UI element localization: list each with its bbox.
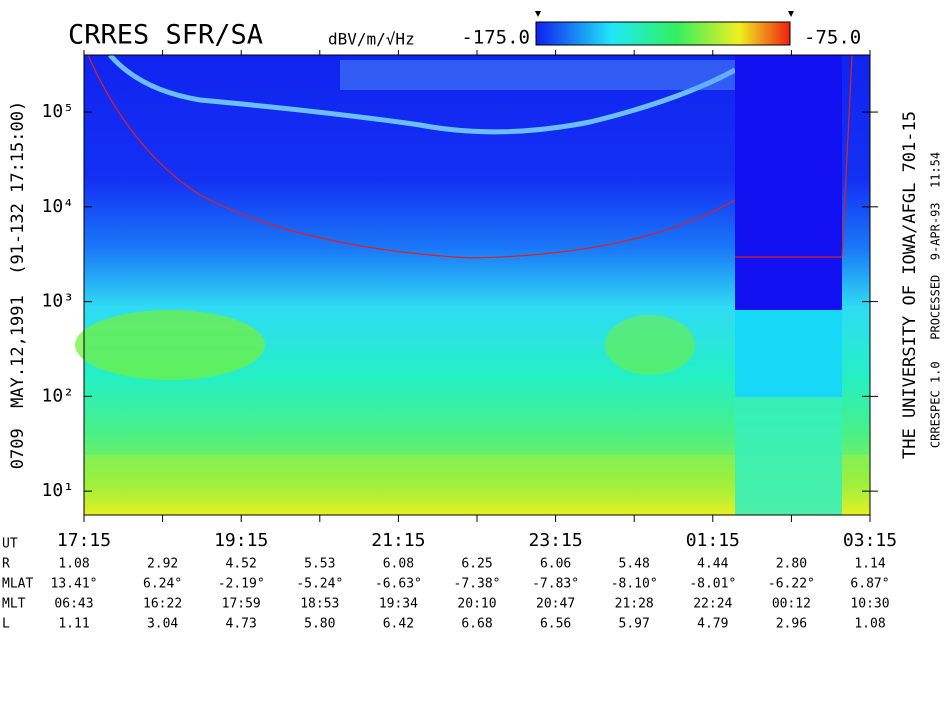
x-tick-label: 19:15	[214, 530, 268, 551]
left-caption: 0709 MAY.12,1991 (91-132 17:15:00)	[8, 101, 28, 469]
ephemeris-value: 18:53	[300, 597, 339, 612]
y-tick-label: 10¹	[41, 480, 74, 501]
data-gap	[735, 397, 842, 515]
ephemeris-value: 6.87°	[850, 577, 889, 592]
ephemeris-value: 21:28	[615, 597, 654, 612]
row-label: MLT	[2, 597, 26, 612]
right-caption: THE UNIVERSITY OF IOWA/AFGL 701-15	[900, 111, 920, 459]
emission-line	[108, 53, 737, 135]
ephemeris-value: 1.11	[58, 617, 89, 632]
spectrogram	[75, 53, 870, 515]
ephemeris-value: -8.01°	[689, 577, 736, 592]
ephemeris-value: -5.24°	[296, 577, 343, 592]
ephemeris-value: 5.48	[619, 557, 650, 572]
ephemeris-value: 6.25	[461, 557, 492, 572]
ephemeris-value: 4.79	[697, 617, 728, 632]
row-label: L	[2, 617, 10, 632]
ephemeris-value: 6.42	[383, 617, 414, 632]
ephemeris-value: 3.04	[147, 617, 178, 632]
x-tick-label: 03:15	[843, 530, 897, 551]
ephemeris-value: 13.41°	[51, 577, 98, 592]
emission-patch	[75, 310, 265, 380]
ephemeris-value: 4.73	[226, 617, 257, 632]
x-tick-label: 23:15	[529, 530, 583, 551]
colorbar-label: -175.0	[461, 27, 530, 49]
ephemeris-value: 10:30	[850, 597, 889, 612]
ephemeris-value: 6.08	[383, 557, 414, 572]
ephemeris-value: 2.80	[776, 557, 807, 572]
y-tick-label: 10³	[41, 291, 74, 312]
processing-note: CRRESPEC 1.0 PROCESSED 9-APR-93 11:54	[929, 152, 943, 448]
plasma-frequency-line	[87, 54, 853, 259]
y-tick-label: 10⁴	[41, 196, 74, 217]
chart-title: CRRES SFR/SA	[68, 20, 263, 51]
colorbar	[535, 21, 791, 46]
ephemeris-value: 6.68	[461, 617, 492, 632]
y-tick-label: 10²	[41, 385, 74, 406]
ephemeris-value: 1.08	[58, 557, 89, 572]
ephemeris-value: 6.24°	[143, 577, 182, 592]
ephemeris-value: 20:47	[536, 597, 575, 612]
ephemeris-value: 6.56	[540, 617, 571, 632]
ephemeris-value: -8.10°	[611, 577, 658, 592]
row-label: R	[2, 557, 10, 572]
ephemeris-value: 19:34	[379, 597, 418, 612]
ephemeris-value: 4.52	[226, 557, 257, 572]
ephemeris-value: 4.44	[697, 557, 728, 572]
x-tick-label: 21:15	[371, 530, 425, 551]
data-gap	[735, 310, 842, 397]
ephemeris-value: -7.83°	[532, 577, 579, 592]
ephemeris-value: 5.80	[304, 617, 335, 632]
ephemeris-value: 1.08	[854, 617, 885, 632]
ephemeris-value: 00:12	[772, 597, 811, 612]
ephemeris-value: 1.14	[854, 557, 885, 572]
ephemeris-value: 16:22	[143, 597, 182, 612]
ephemeris-value: 5.53	[304, 557, 335, 572]
ephemeris-value: 2.96	[776, 617, 807, 632]
emission-patch	[605, 315, 695, 375]
ephemeris-value: 20:10	[457, 597, 496, 612]
ephemeris-value: 17:59	[222, 597, 261, 612]
row-label: MLAT	[2, 577, 33, 592]
ephemeris-value: -7.38°	[454, 577, 501, 592]
x-tick-label: 17:15	[57, 530, 111, 551]
data-gap	[735, 55, 842, 310]
ephemeris-value: 22:24	[693, 597, 732, 612]
ephemeris-value: 6.06	[540, 557, 571, 572]
colorbar-marker	[535, 11, 794, 17]
y-tick-label: 10⁵	[41, 101, 74, 122]
ephemeris-value: 2.92	[147, 557, 178, 572]
ephemeris-value: 06:43	[54, 597, 93, 612]
ephemeris-value: -6.22°	[768, 577, 815, 592]
ephemeris-value: -6.63°	[375, 577, 422, 592]
ut-label: UT	[2, 537, 18, 552]
x-tick-label: 01:15	[686, 530, 740, 551]
emission-patch	[340, 60, 735, 90]
units: dBV/m/√Hz	[328, 30, 415, 49]
ephemeris-value: -2.19°	[218, 577, 265, 592]
ephemeris-value: 5.97	[619, 617, 650, 632]
colorbar-label: -75.0	[804, 27, 861, 49]
